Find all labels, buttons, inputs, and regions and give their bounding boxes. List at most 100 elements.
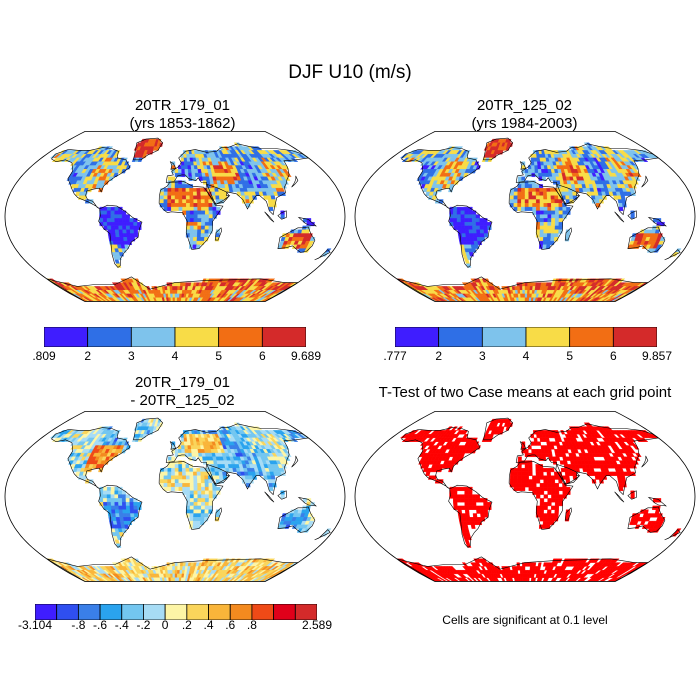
grid-cell (208, 203, 213, 208)
grid-cell (531, 169, 536, 174)
grid-cell (208, 483, 213, 488)
grid-cell (193, 479, 198, 484)
grid-cell (126, 509, 131, 514)
coastline-australia (627, 226, 666, 253)
grid-cell (118, 498, 123, 503)
grid-cell (618, 483, 624, 488)
grid-cell (211, 471, 216, 476)
grid-cell (455, 297, 464, 302)
grid-cell (171, 195, 176, 200)
grid-cell (524, 180, 529, 185)
grid-cell (576, 297, 584, 302)
grid-cell (197, 509, 202, 514)
grid-cell (178, 464, 183, 469)
grid-cell (524, 289, 528, 295)
grid-cell (130, 513, 135, 518)
grid-cell (201, 498, 206, 503)
coastline-antarctica (46, 276, 300, 302)
grid-cell (171, 184, 176, 189)
grid-cell (107, 297, 116, 302)
grid-cell (483, 225, 488, 230)
grid-cell (186, 214, 191, 219)
grid-cell (524, 449, 529, 454)
grid-cell (189, 225, 195, 230)
colorbar-label: .777 (383, 349, 407, 363)
grid-cell (535, 191, 540, 196)
grid-cell (547, 214, 552, 219)
panel-title-br: T-Test of two Case means at each grid po… (353, 384, 697, 402)
grid-cell (524, 293, 528, 298)
grid-cell (460, 214, 465, 219)
grid-cell (170, 297, 174, 302)
grid-cell (524, 184, 529, 189)
grid-cell (517, 468, 522, 473)
grid-cell (199, 468, 205, 473)
grid-cell (456, 206, 462, 212)
grid-cell (174, 203, 180, 208)
grid-cell (174, 195, 179, 200)
grid-cell (543, 486, 548, 492)
grid-cell (539, 498, 545, 503)
grid-cell (185, 471, 190, 476)
grid-cell (193, 483, 198, 488)
grid-cell (234, 297, 243, 302)
grid-cell (159, 475, 165, 480)
grid-cell (558, 214, 564, 219)
grid-cell (517, 188, 522, 193)
grid-cell (107, 509, 113, 514)
grid-cell (547, 225, 552, 230)
grid-cell (588, 297, 598, 302)
grid-cell (456, 210, 462, 215)
grid-cell (204, 210, 210, 215)
grid-cell (186, 494, 191, 499)
panel-title-br-line1: T-Test of two Case means at each grid po… (378, 384, 672, 401)
grid-cell (200, 297, 206, 302)
grid-cell (548, 452, 553, 457)
grid-cell (108, 176, 114, 181)
grid-cell (121, 528, 127, 533)
grid-cell (181, 445, 186, 450)
grid-cell (189, 517, 194, 522)
grid-cell (186, 486, 191, 492)
coastline-madagascar (214, 227, 223, 241)
grid-cell (171, 188, 176, 193)
grid-cell (192, 297, 197, 302)
grid-cell (272, 483, 277, 488)
grid-cell (565, 195, 570, 200)
grid-cell (542, 237, 548, 242)
grid-cell (196, 244, 201, 249)
grid-cell (172, 293, 176, 298)
grid-cell (110, 498, 115, 503)
coastline-japan (641, 175, 649, 188)
grid-cell (446, 297, 456, 302)
grid-cell (562, 297, 569, 302)
grid-cell (200, 475, 205, 480)
grid-cell (528, 180, 533, 185)
grid-cell (471, 214, 477, 219)
grid-cell (528, 479, 533, 484)
grid-cell (554, 214, 560, 219)
grid-cell (550, 483, 556, 488)
grid-cell (123, 237, 128, 242)
grid-cell (118, 218, 123, 223)
grid-cell (561, 191, 566, 196)
grid-cell (208, 505, 213, 510)
grid-cell (111, 513, 117, 518)
grid-cell (114, 486, 119, 492)
grid-cell (118, 210, 123, 215)
map-border (4, 131, 346, 302)
grid-cell (475, 221, 481, 227)
colorbar-label: 3 (478, 349, 486, 363)
grid-cell (189, 501, 195, 507)
grid-cell (200, 509, 206, 514)
grid-cell (189, 237, 194, 242)
panel-title-tr: 20TR_125_02 (yrs 1984-2003) (357, 97, 692, 133)
grid-cell (129, 225, 135, 230)
grid-cell (196, 517, 202, 522)
grid-cell (584, 297, 593, 302)
grid-cell (185, 464, 190, 469)
colorbar-label: 4 (171, 349, 179, 363)
coastline-antarctica (396, 276, 650, 302)
grid-cell (598, 297, 608, 302)
grid-cell (114, 505, 120, 510)
